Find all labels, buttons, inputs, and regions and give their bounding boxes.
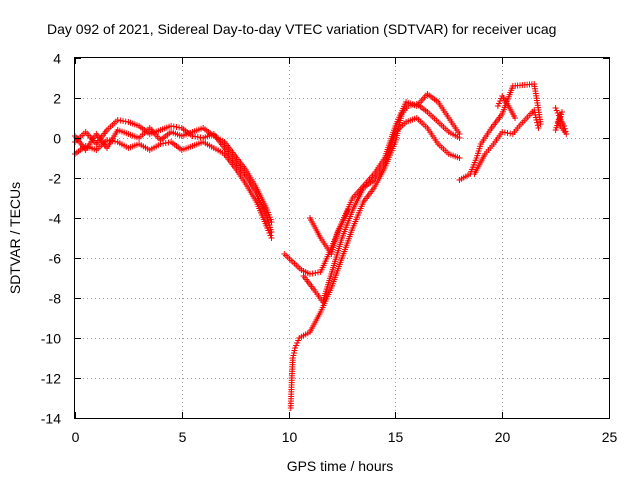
x-tick-label: 10 xyxy=(282,429,298,445)
series-track-h xyxy=(456,81,544,183)
chart-title: Day 092 of 2021, Sidereal Day-to-day VTE… xyxy=(47,21,556,37)
y-tick-label: -6 xyxy=(49,251,62,267)
series-track-i xyxy=(471,107,542,177)
ticks: 0 5 10 15 20 25 -14 -12 -10 -8 -6 -4 -2 0 2 4 xyxy=(41,51,618,446)
x-tick-label: 5 xyxy=(179,429,187,445)
grid xyxy=(75,58,609,418)
plot-frame xyxy=(74,57,610,419)
y-tick-label: -14 xyxy=(41,411,61,427)
series-track-d xyxy=(287,101,463,411)
x-axis-label: GPS time / hours xyxy=(287,458,394,474)
y-axis-label: SDTVAR / TECUs xyxy=(7,182,23,294)
data-points xyxy=(72,81,570,411)
y-tick-label: -12 xyxy=(41,371,61,387)
series-track-g xyxy=(306,207,352,257)
y-tick-label: 4 xyxy=(53,51,61,67)
y-tick-label: 2 xyxy=(53,91,61,107)
y-tick-label: 0 xyxy=(53,131,61,147)
series-track-f xyxy=(300,115,463,305)
series-track-c xyxy=(72,125,275,225)
y-tick-label: -8 xyxy=(49,291,62,307)
y-tick-label: -10 xyxy=(41,331,61,347)
series-track-k xyxy=(552,105,570,137)
x-tick-label: 0 xyxy=(72,429,80,445)
x-tick-label: 20 xyxy=(495,429,511,445)
y-tick-label: -2 xyxy=(49,171,62,187)
series-track-j xyxy=(494,93,519,121)
x-tick-label: 25 xyxy=(602,429,618,445)
y-tick-label: -4 xyxy=(49,211,62,227)
x-tick-label: 15 xyxy=(388,429,404,445)
series-track-b xyxy=(72,137,275,241)
